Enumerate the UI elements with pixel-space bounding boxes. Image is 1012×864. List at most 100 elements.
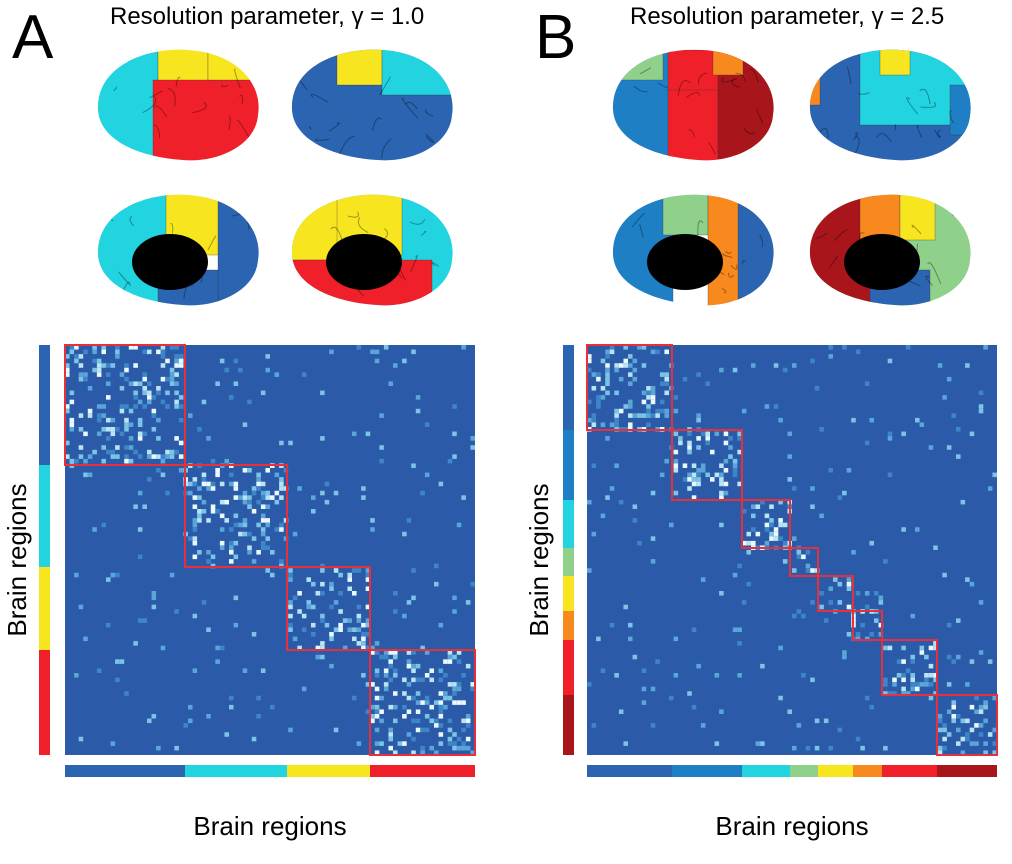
matrix-cell [728, 436, 733, 441]
sulcus [708, 141, 716, 155]
matrix-cell [124, 367, 129, 373]
matrix-cell [719, 481, 724, 487]
matrix-cell [397, 741, 403, 746]
sulcus [338, 136, 355, 155]
module-bar-bottom [287, 765, 370, 777]
matrix-cell [992, 750, 997, 755]
matrix-cell [178, 404, 184, 409]
matrix-cell [415, 727, 421, 733]
matrix-cell [714, 673, 720, 678]
matrix-cell [960, 736, 966, 742]
matrix-cell [969, 659, 975, 664]
matrix-cell [406, 518, 412, 523]
matrix-cell [370, 704, 375, 710]
matrix-cell [737, 641, 742, 646]
matrix-cell [614, 367, 619, 373]
matrix-cell [628, 622, 633, 628]
matrix-cell [274, 372, 280, 377]
matrix-cell [78, 413, 84, 418]
matrix-cell [260, 527, 266, 532]
matrix-cell [174, 449, 179, 455]
matrix-cell [356, 613, 362, 619]
matrix-cell [641, 363, 647, 368]
matrix-cell [600, 395, 606, 400]
matrix-cell [315, 591, 321, 596]
matrix-cell [461, 700, 466, 705]
matrix-cell [361, 641, 366, 646]
matrix-cell [728, 445, 733, 450]
matrix-cell [682, 477, 688, 482]
matrix-cell [210, 458, 216, 464]
matrix-cell [901, 673, 906, 678]
matrix-cell [347, 618, 352, 623]
matrix-cell [101, 427, 106, 432]
matrix-cell [951, 704, 956, 710]
matrix-cell [705, 381, 710, 386]
matrix-cell [737, 481, 742, 487]
matrix-cell [678, 436, 683, 441]
matrix-cell [192, 522, 198, 528]
matrix-cell [438, 622, 444, 628]
matrix-cell [673, 395, 679, 400]
matrix-cell [251, 509, 257, 514]
matrix-cell [887, 645, 893, 651]
matrix-cell [905, 345, 911, 350]
matrix-cell [347, 586, 352, 591]
matrix-cell [301, 686, 307, 692]
matrix-cell [605, 381, 610, 386]
matrix-cell [242, 468, 248, 473]
matrix-cell [361, 673, 366, 678]
matrix-cell [737, 563, 742, 569]
matrix-cell [974, 695, 979, 701]
matrix-cell [778, 518, 783, 523]
matrix-cell [710, 477, 715, 482]
sulcus [833, 228, 849, 242]
matrix-cell [411, 463, 416, 468]
matrix-cell [956, 727, 961, 733]
matrix-cell [452, 686, 457, 692]
module-bar-left [563, 640, 574, 695]
matrix-cell [119, 408, 125, 414]
matrix-cell [115, 677, 120, 683]
matrix-cell [156, 468, 161, 473]
matrix-cell [365, 622, 371, 628]
sulcus [207, 235, 217, 251]
matrix-cell [256, 550, 261, 555]
matrix-cell [937, 727, 943, 733]
matrix-cell [242, 499, 248, 505]
matrix-cell [383, 668, 389, 673]
matrix-cell [632, 367, 638, 373]
matrix-cell [229, 527, 234, 532]
matrix-cell [751, 540, 756, 546]
matrix-cell [628, 381, 633, 386]
matrix-cell [156, 745, 161, 751]
matrix-cell [169, 345, 175, 350]
matrix-cell [147, 454, 152, 459]
sulcus [949, 110, 954, 124]
sulcus [299, 80, 308, 90]
matrix-cell [333, 490, 339, 496]
matrix-cell [101, 345, 106, 350]
matrix-cell [965, 718, 970, 724]
matrix-cell [878, 600, 884, 605]
matrix-cell [242, 668, 248, 673]
matrix-cell [383, 345, 389, 350]
matrix-cell [933, 677, 938, 683]
matrix-cell [452, 431, 457, 437]
matrix-cell [687, 431, 692, 437]
brain-region [207, 49, 259, 81]
matrix-cell [274, 527, 280, 532]
matrix-cell [251, 486, 257, 491]
matrix-cell [256, 486, 261, 491]
matrix-cell [320, 641, 325, 646]
matrix-cell [365, 682, 371, 687]
matrix-cell [805, 568, 811, 573]
matrix-cell [901, 677, 906, 683]
matrix-cell [329, 349, 334, 355]
matrix-cell [828, 600, 833, 605]
matrix-cell [83, 458, 88, 464]
matrix-cell [270, 550, 275, 555]
matrix-cell [823, 718, 829, 724]
matrix-cell [924, 682, 929, 687]
matrix-cell [374, 641, 380, 646]
